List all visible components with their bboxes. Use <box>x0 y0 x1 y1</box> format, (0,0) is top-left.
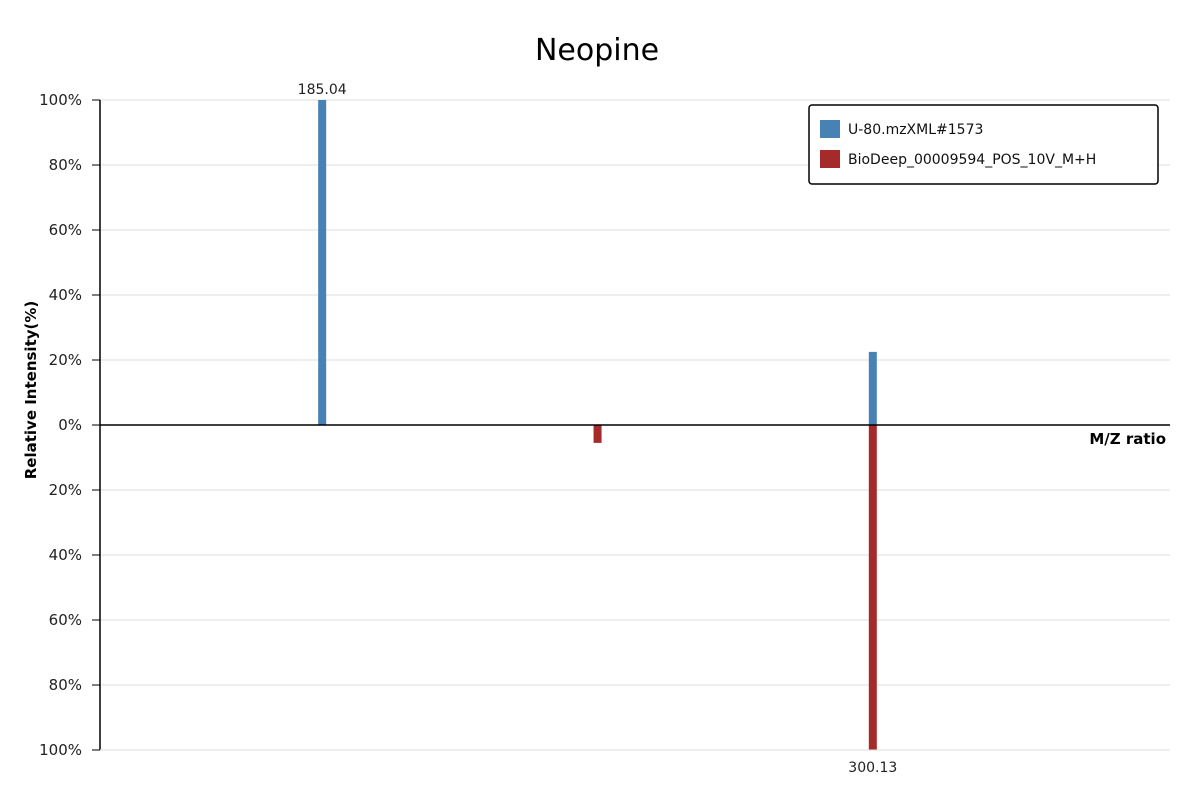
chart-title: Neopine <box>535 33 659 68</box>
y-tick-label: 40% <box>49 546 82 564</box>
legend-label-reference: BioDeep_00009594_POS_10V_M+H <box>848 152 1096 168</box>
legend: U-80.mzXML#1573 BioDeep_00009594_POS_10V… <box>808 104 1159 185</box>
legend-swatch-reference <box>820 150 840 168</box>
y-tick-label: 60% <box>49 611 82 629</box>
y-tick-label: 100% <box>39 741 82 759</box>
peak-label: 300.13 <box>848 760 897 776</box>
legend-label-query: U-80.mzXML#1573 <box>848 122 983 138</box>
legend-swatch-query <box>820 120 840 138</box>
bar-layer <box>318 100 877 750</box>
x-axis-title: M/Z ratio <box>1089 430 1166 448</box>
peak-bar <box>868 425 877 750</box>
y-tick-label: 40% <box>49 286 82 304</box>
y-tick-label: 20% <box>49 351 82 369</box>
axis-layer <box>92 99 1170 751</box>
y-tick-label: 60% <box>49 221 82 239</box>
peak-bar <box>868 351 877 425</box>
y-tick-label: 100% <box>39 91 82 109</box>
y-tick-label: 20% <box>49 481 82 499</box>
peak-bar <box>593 425 602 443</box>
y-tick-label: 80% <box>49 156 82 174</box>
y-tick-label: 0% <box>58 416 82 434</box>
y-axis-title: Relative Intensity(%) <box>22 301 40 480</box>
label-layer: 100% 80% 60% 40% 20% 0% 20% 40% 60% 80% 100% 185.04… <box>39 82 897 776</box>
y-tick-label: 80% <box>49 676 82 694</box>
peak-label: 185.04 <box>298 82 347 98</box>
legend-box <box>808 104 1159 185</box>
peak-bar <box>318 100 327 425</box>
